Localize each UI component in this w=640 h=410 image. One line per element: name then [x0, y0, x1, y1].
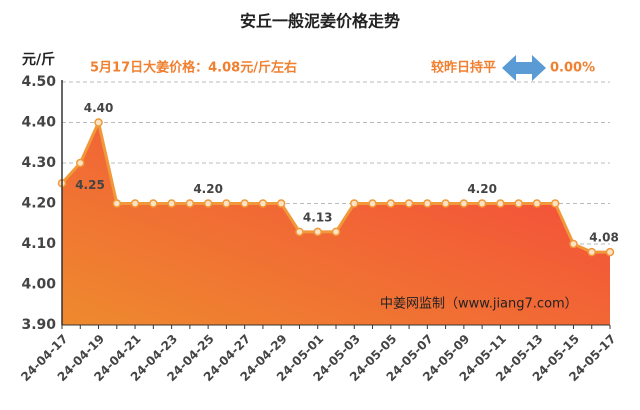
point [149, 199, 158, 208]
point [258, 199, 268, 208]
point [386, 199, 396, 208]
y-tick-label: 3.90 [21, 317, 56, 333]
y-tick-label: 4.40 [21, 115, 56, 131]
y-tick-label: 4.00 [21, 277, 56, 293]
plot: 3.904.004.104.204.304.404.5024-04-1724-0… [18, 74, 619, 384]
point [276, 199, 286, 208]
point [167, 199, 176, 208]
change-text: 较昨日持平 [431, 60, 496, 76]
point [94, 118, 103, 127]
point [569, 239, 578, 249]
subtitle: 5月17日大姜价格：4.08元/斤左右 [90, 60, 297, 76]
point [240, 199, 249, 208]
data-label: 4.40 [84, 101, 114, 115]
point [331, 227, 341, 237]
y-tick-label: 4.30 [21, 155, 56, 171]
change-arrow [502, 55, 546, 81]
y-tick-label: 4.10 [21, 236, 56, 252]
point [112, 199, 122, 208]
chart-title: 安丘一般泥姜价格走势 [240, 12, 400, 31]
point [368, 199, 377, 208]
data-label: 4.20 [467, 182, 497, 196]
point [185, 199, 195, 208]
point [514, 199, 523, 208]
point [423, 199, 432, 208]
data-label: 4.13 [303, 210, 333, 224]
point [605, 247, 615, 257]
point [76, 158, 85, 168]
y-axis-label: 元/斤 [22, 51, 55, 68]
area [62, 122, 610, 325]
change-value: 0.00% [550, 61, 595, 76]
point [441, 199, 450, 208]
point [130, 199, 140, 208]
watermark: 中姜网监制（www.jiang7.com） [380, 297, 578, 312]
point [587, 247, 596, 257]
data-label: 4.08 [589, 231, 619, 245]
point [295, 227, 304, 237]
point [313, 227, 322, 237]
point [203, 199, 213, 208]
point [496, 199, 505, 208]
data-label: 4.20 [193, 182, 223, 196]
point [532, 199, 542, 208]
data-label: 4.25 [75, 178, 105, 192]
point [222, 199, 231, 208]
point [477, 199, 487, 208]
point [404, 199, 414, 208]
point [350, 199, 359, 208]
y-tick-label: 4.20 [21, 196, 56, 212]
point [459, 199, 469, 208]
point [550, 199, 560, 208]
y-tick-label: 4.50 [21, 74, 56, 90]
